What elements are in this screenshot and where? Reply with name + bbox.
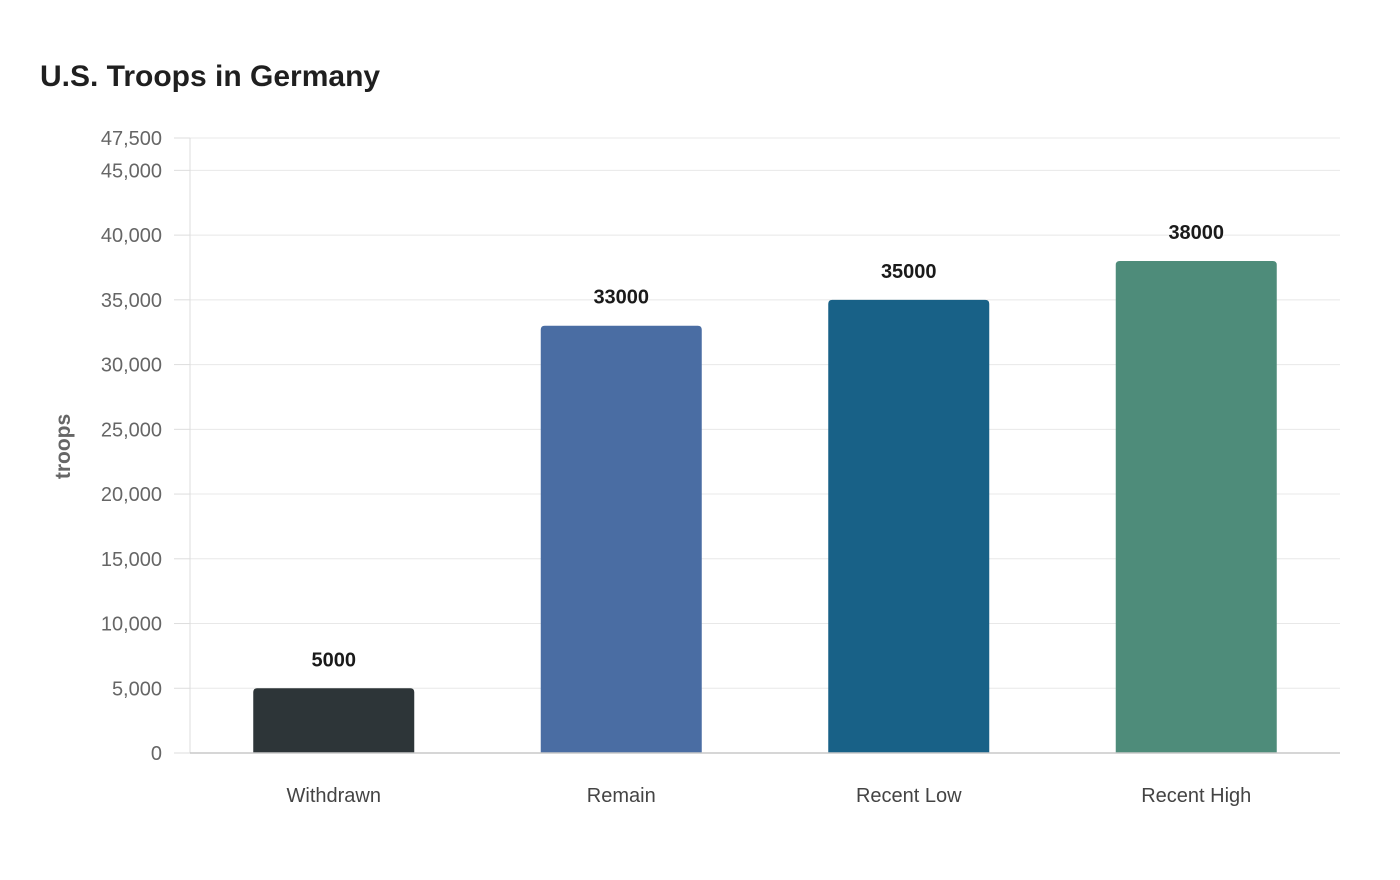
data-labels: 5000 33000 35000 38000 — [312, 222, 1225, 671]
y-tick-label: 30,000 — [101, 355, 162, 377]
y-axis-ticks: 0 5,000 10,000 15,000 20,000 25,000 30,000 35,0… — [101, 128, 162, 765]
bar-withdrawn — [253, 688, 415, 753]
y-tick-label: 10,000 — [101, 614, 162, 636]
y-axis-title: troops — [52, 414, 75, 479]
bar-recent-high — [1115, 261, 1277, 753]
category-label: Recent High — [1141, 785, 1251, 807]
chart-title: U.S. Troops in Germany — [40, 60, 381, 93]
y-tick-label: 47,500 — [101, 128, 162, 150]
bar-remain — [540, 325, 702, 753]
data-label: 38000 — [1168, 222, 1224, 244]
y-tick-label: 40,000 — [101, 225, 162, 247]
data-label: 33000 — [593, 287, 649, 309]
category-label: Recent Low — [856, 785, 962, 807]
bar-recent-low — [828, 299, 990, 753]
data-label: 5000 — [312, 649, 357, 671]
y-tick-label: 45,000 — [101, 160, 162, 182]
y-tick-label: 5,000 — [112, 678, 162, 700]
bars — [253, 261, 1277, 753]
x-axis-categories: Withdrawn Remain Recent Low Recent High — [287, 785, 1252, 807]
category-label: Withdrawn — [287, 785, 381, 807]
y-tick-label: 25,000 — [101, 419, 162, 441]
category-label: Remain — [587, 785, 656, 807]
y-tick-label: 0 — [151, 743, 162, 765]
data-label: 35000 — [881, 261, 937, 283]
y-tick-label: 20,000 — [101, 484, 162, 506]
y-tick-label: 15,000 — [101, 549, 162, 571]
y-tick-label: 35,000 — [101, 290, 162, 312]
